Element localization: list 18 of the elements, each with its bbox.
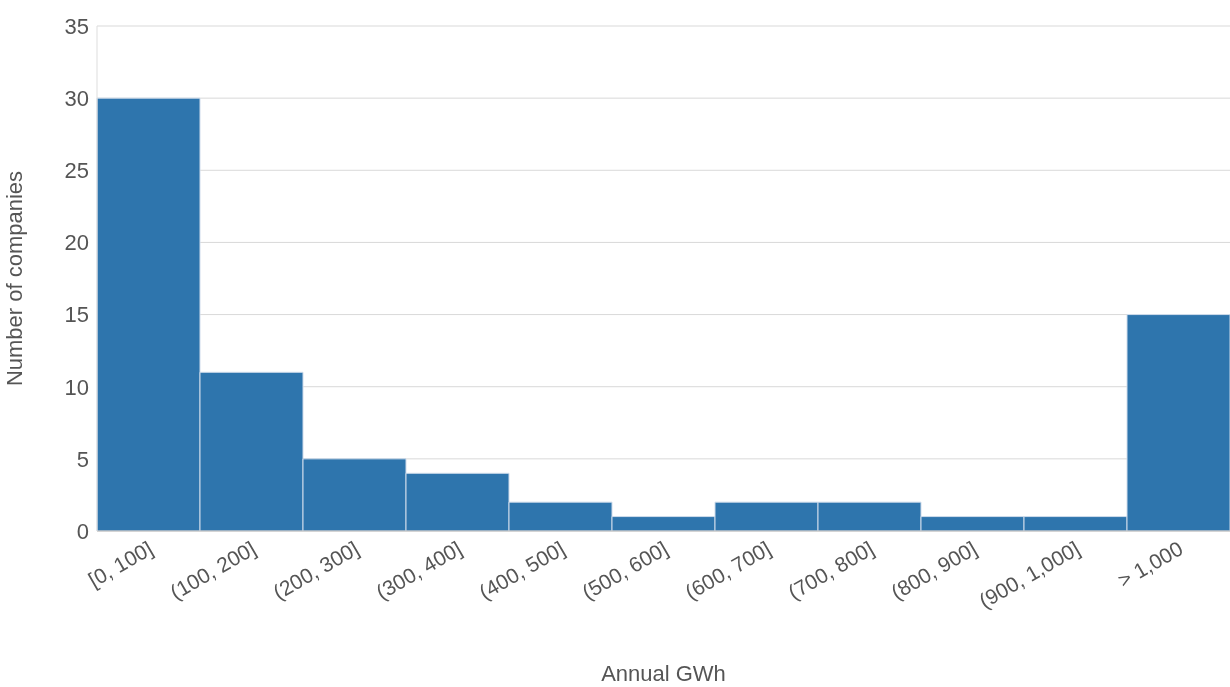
x-tick-label: (700, 800] bbox=[784, 536, 878, 604]
x-tick-label: (200, 300] bbox=[269, 536, 363, 604]
x-tick-label: (500, 600] bbox=[578, 536, 672, 604]
y-tick-label: 35 bbox=[64, 13, 89, 39]
y-tick-label: 10 bbox=[64, 374, 89, 400]
x-tick-label: (400, 500] bbox=[475, 536, 569, 604]
x-tick-label: (300, 400] bbox=[372, 536, 466, 604]
y-tick-label: 5 bbox=[76, 446, 89, 472]
x-tick-label: (800, 900] bbox=[887, 536, 981, 604]
y-tick-label: 25 bbox=[64, 158, 89, 184]
y-axis-title: Number of companies bbox=[1, 170, 27, 387]
y-tick-label: 15 bbox=[64, 302, 89, 328]
y-tick-label: 30 bbox=[64, 85, 89, 111]
x-tick-label: (600, 700] bbox=[681, 536, 775, 604]
y-tick-label: 20 bbox=[64, 230, 89, 256]
y-tick-label: 0 bbox=[76, 518, 89, 544]
x-tick-label: (100, 200] bbox=[166, 536, 260, 604]
x-axis-title: Annual GWh bbox=[601, 661, 726, 686]
